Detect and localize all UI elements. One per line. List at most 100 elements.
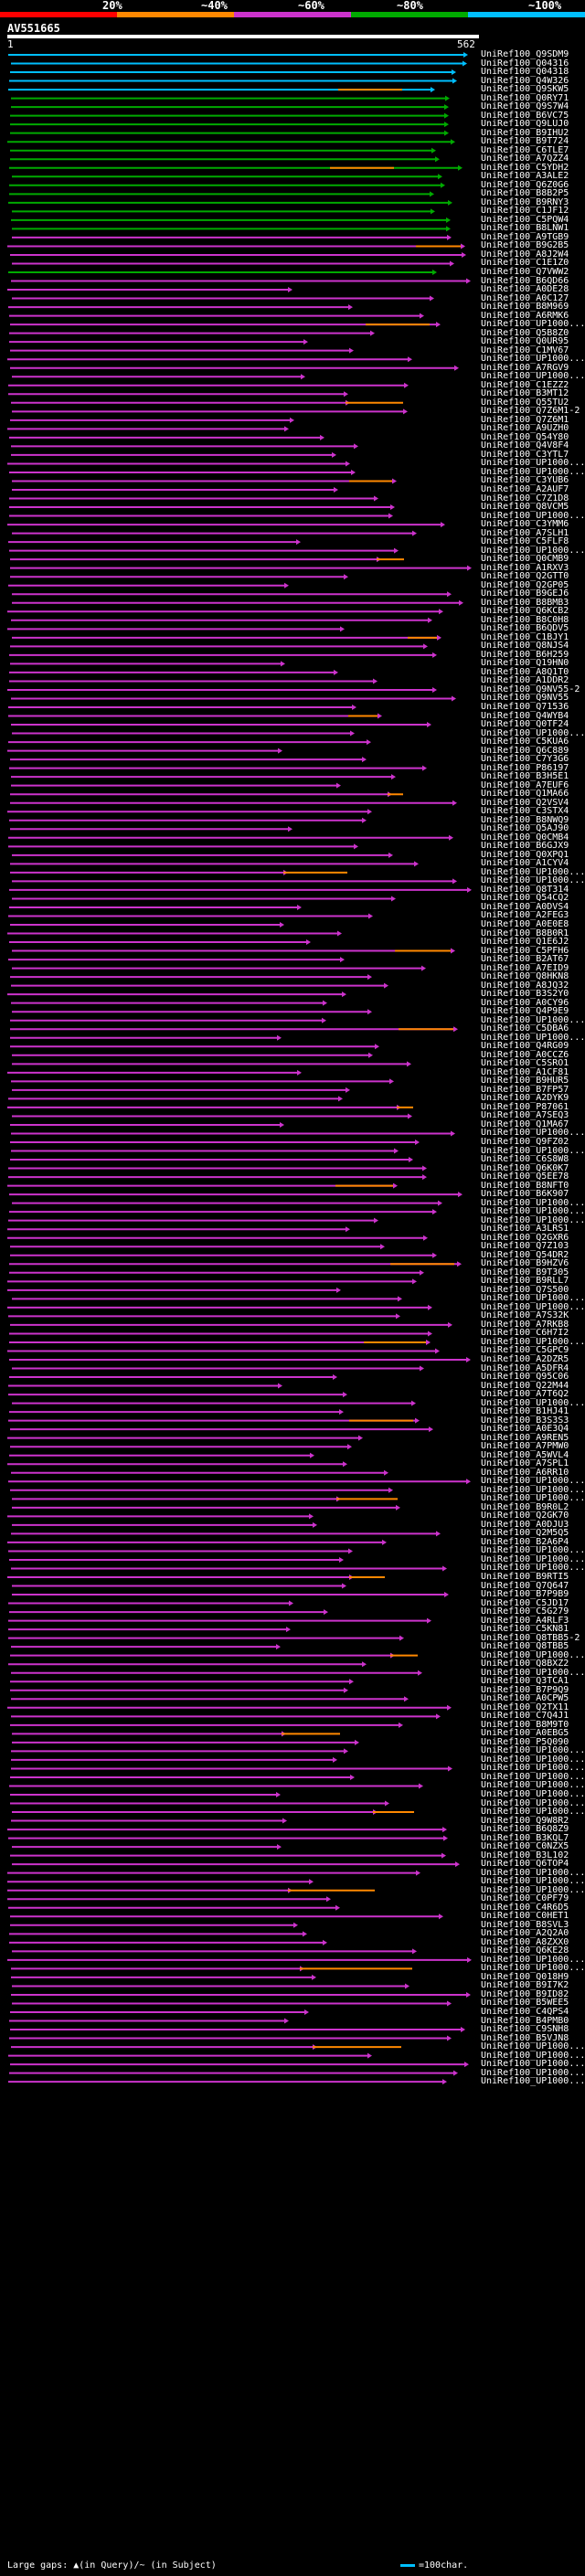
hit-label[interactable]: UniRef100_UP1000... (481, 1493, 585, 1504)
hit-label[interactable]: UniRef100_Q0XPQ1 (481, 849, 569, 860)
hit-label[interactable]: UniRef100_P87061 (481, 1101, 569, 1112)
hit-label[interactable]: UniRef100_Q9FZ02 (481, 1137, 569, 1147)
hit-label[interactable]: UniRef100_B4PMB0 (481, 2015, 569, 2026)
hit-label[interactable]: UniRef100_UP1000... (481, 1145, 585, 1156)
hit-label[interactable]: UniRef100_UP1000... (481, 354, 585, 365)
hit-label[interactable]: UniRef100_UP1000... (481, 727, 585, 738)
hit-label[interactable]: UniRef100_B9ID82 (481, 1988, 569, 1999)
hit-label[interactable]: UniRef100_Q9SDM9 (481, 49, 569, 59)
hit-label[interactable]: UniRef100_C7Y3G6 (481, 754, 569, 765)
hit-label[interactable]: UniRef100_B6VC75 (481, 110, 569, 121)
hit-label[interactable]: UniRef100_C1MV67 (481, 345, 569, 355)
hit-label[interactable]: UniRef100_Q9S7W4 (481, 101, 569, 112)
hit-label[interactable]: UniRef100_Q4WYB4 (481, 710, 569, 721)
hit-label[interactable]: UniRef100_C3YUB6 (481, 475, 569, 486)
hit-label[interactable]: UniRef100_Q0TF24 (481, 719, 569, 730)
hit-label[interactable]: UniRef100_C3YTL7 (481, 449, 569, 460)
hit-label[interactable]: UniRef100_Q1E6J2 (481, 937, 569, 948)
hit-label[interactable]: UniRef100_UP1000... (481, 1867, 585, 1878)
hit-label[interactable]: UniRef100_UP1000... (481, 1484, 585, 1495)
hit-label[interactable]: UniRef100_Q0RY71 (481, 92, 569, 103)
hit-label[interactable]: UniRef100_B9IHU2 (481, 127, 569, 138)
hit-label[interactable]: UniRef100_UP1000... (481, 1206, 585, 1217)
hit-label[interactable]: UniRef100_C7Q4J1 (481, 1711, 569, 1722)
hit-label[interactable]: UniRef100_UP1000... (481, 1763, 585, 1774)
hit-label[interactable]: UniRef100_UP1000... (481, 1649, 585, 1660)
hit-label[interactable]: UniRef100_Q2TX11 (481, 1701, 569, 1712)
hit-label[interactable]: UniRef100_A7S32K (481, 1310, 569, 1321)
hit-label[interactable]: UniRef100_UP1000... (481, 1293, 585, 1304)
hit-label[interactable]: UniRef100_B9RNY3 (481, 196, 569, 207)
hit-label[interactable]: UniRef100_Q8VCM5 (481, 502, 569, 513)
hit-label[interactable]: UniRef100_B3MT12 (481, 388, 569, 399)
hit-label[interactable]: UniRef100_A7SLH1 (481, 527, 569, 538)
hit-label[interactable]: UniRef100_B6H259 (481, 649, 569, 660)
hit-label[interactable]: UniRef100_A5WVL4 (481, 1449, 569, 1460)
hit-label[interactable]: UniRef100_Q5B8Z0 (481, 327, 569, 338)
hit-label[interactable]: UniRef100_A1CF81 (481, 1066, 569, 1077)
hit-label[interactable]: UniRef100_A9UZH0 (481, 423, 569, 434)
hit-label[interactable]: UniRef100_Q7Z6M1-2 (481, 406, 580, 417)
hit-label[interactable]: UniRef100_A0DE28 (481, 284, 569, 295)
hit-label[interactable]: UniRef100_Q6Z0G6 (481, 179, 569, 190)
hit-label[interactable]: UniRef100_C1EZZ2 (481, 379, 569, 390)
hit-label[interactable]: UniRef100_UP1000... (481, 1553, 585, 1564)
hit-label[interactable]: UniRef100_C6S8W8 (481, 1154, 569, 1165)
hit-label[interactable]: UniRef100_B3KQL7 (481, 1832, 569, 1843)
hit-label[interactable]: UniRef100_Q54Y80 (481, 431, 569, 442)
hit-label[interactable]: UniRef100_A0E0E8 (481, 919, 569, 929)
hit-label[interactable]: UniRef100_Q4V8F4 (481, 440, 569, 451)
hit-label[interactable]: UniRef100_UP1000... (481, 2041, 585, 2052)
hit-label[interactable]: UniRef100_UP1000... (481, 2050, 585, 2061)
hit-label[interactable]: UniRef100_UP1000... (481, 2059, 585, 2070)
hit-label[interactable]: UniRef100_C4QPS4 (481, 2007, 569, 2017)
hit-label[interactable]: UniRef100_A0C127 (481, 292, 569, 303)
hit-label[interactable]: UniRef100_UP1000... (481, 866, 585, 877)
hit-label[interactable]: UniRef100_B8BMB3 (481, 597, 569, 608)
hit-label[interactable]: UniRef100_B6K907 (481, 1189, 569, 1200)
hit-label[interactable]: UniRef100_UP1000... (481, 2076, 585, 2087)
hit-label[interactable]: UniRef100_B9G2B5 (481, 240, 569, 251)
hit-label[interactable]: UniRef100_B8B0R1 (481, 928, 569, 938)
hit-label[interactable]: UniRef100_B5WEE5 (481, 1998, 569, 2009)
hit-label[interactable]: UniRef100_Q54DR2 (481, 1249, 569, 1260)
hit-label[interactable]: UniRef100_Q7S500 (481, 1284, 569, 1295)
hit-label[interactable]: UniRef100_A8J2W4 (481, 249, 569, 260)
hit-label[interactable]: UniRef100_B9RTI5 (481, 1572, 569, 1582)
hit-label[interactable]: UniRef100_Q2VSV4 (481, 797, 569, 808)
hit-label[interactable]: UniRef100_A7PMW0 (481, 1441, 569, 1452)
hit-label[interactable]: UniRef100_B8NWQ9 (481, 814, 569, 825)
hit-label[interactable]: UniRef100_A2DZR5 (481, 1354, 569, 1364)
hit-label[interactable]: UniRef100_A7T6Q2 (481, 1389, 569, 1400)
hit-label[interactable]: UniRef100_Q04316 (481, 58, 569, 69)
hit-label[interactable]: UniRef100_A0CY96 (481, 997, 569, 1008)
hit-label[interactable]: UniRef100_UP1000... (481, 371, 585, 382)
hit-label[interactable]: UniRef100_B1HJ41 (481, 1406, 569, 1417)
hit-label[interactable]: UniRef100_Q8NJS4 (481, 641, 569, 652)
hit-label[interactable]: UniRef100_UP1000... (481, 466, 585, 477)
hit-label[interactable]: UniRef100_Q8BXZ2 (481, 1659, 569, 1670)
hit-label[interactable]: UniRef100_A8ZXX0 (481, 1936, 569, 1947)
hit-label[interactable]: UniRef100_UP1000... (481, 1789, 585, 1799)
hit-label[interactable]: UniRef100_Q6K0K7 (481, 1162, 569, 1173)
hit-label[interactable]: UniRef100_C5PFH6 (481, 945, 569, 956)
hit-label[interactable]: UniRef100_C9SNH8 (481, 2024, 569, 2035)
hit-label[interactable]: UniRef100_A7QZZ4 (481, 154, 569, 164)
hit-label[interactable]: UniRef100_Q6KCB2 (481, 606, 569, 617)
hit-label[interactable]: UniRef100_C6TLE7 (481, 144, 569, 155)
hit-label[interactable]: UniRef100_UP1000... (481, 1214, 585, 1225)
hit-label[interactable]: UniRef100_B6QD66 (481, 275, 569, 286)
hit-label[interactable]: UniRef100_B3S3S3 (481, 1415, 569, 1426)
hit-label[interactable]: UniRef100_B8M969 (481, 302, 569, 313)
hit-label[interactable]: UniRef100_UP1000... (481, 1963, 585, 1974)
hit-label[interactable]: UniRef100_B7P9Q9 (481, 1684, 569, 1695)
hit-label[interactable]: UniRef100_A2DYK9 (481, 1093, 569, 1104)
hit-label[interactable]: UniRef100_C5JD17 (481, 1597, 569, 1608)
hit-label[interactable]: UniRef100_B7P9B9 (481, 1589, 569, 1600)
hit-label[interactable]: UniRef100_A0EBG5 (481, 1728, 569, 1739)
hit-label[interactable]: UniRef100_Q2GXR6 (481, 1232, 569, 1243)
hit-label[interactable]: UniRef100_Q9NV55-2 (481, 684, 580, 694)
hit-label[interactable]: UniRef100_Q71536 (481, 702, 569, 712)
hit-label[interactable]: UniRef100_A1DDR2 (481, 675, 569, 686)
hit-label[interactable]: UniRef100_A3LRS1 (481, 1224, 569, 1235)
